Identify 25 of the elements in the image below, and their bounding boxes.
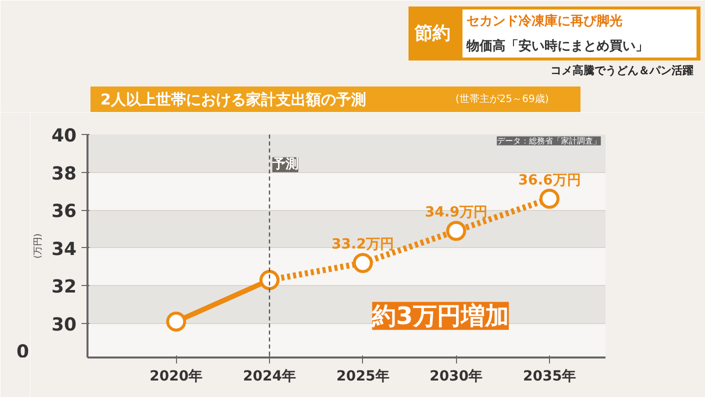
chart-title: 2人以上世帯における家計支出額の予測: [100, 90, 366, 108]
y-axis-title: (万円): [33, 233, 44, 259]
y-tick-label: 30: [51, 314, 77, 336]
x-tick-label: 2025年: [336, 368, 390, 384]
text: 物価高「安い時にまとめ買い」: [466, 38, 648, 54]
annotation: データ：総務省「家計調査」: [496, 136, 601, 146]
y-tick-label: 38: [51, 163, 77, 184]
text: 節約: [414, 23, 450, 44]
chart-subtitle: (世帯主が25～69歳): [456, 93, 549, 105]
annotation: 約3万円増加: [371, 302, 509, 330]
data-label: 33.2万円: [332, 236, 394, 253]
text: コメ高騰でうどん＆パン活躍: [550, 64, 694, 77]
data-label: 34.9万円: [424, 204, 488, 220]
x-tick-label: 2030年: [430, 368, 483, 384]
x-tick-label: 2024年: [243, 368, 296, 384]
data-label: 36.6万円: [518, 172, 581, 188]
x-tick-label: 2035年: [523, 368, 576, 384]
y-tick-label: 40: [51, 126, 77, 146]
text: 0: [16, 342, 30, 362]
y-tick-label: 36: [51, 201, 77, 222]
text: セカンド冷凍庫に再び脚光: [466, 13, 622, 29]
x-tick-label: 2020年: [150, 368, 203, 384]
y-tick-label: 34: [51, 238, 77, 260]
y-tick-label: 32: [51, 276, 77, 298]
ref-line-label: 予測: [271, 157, 298, 172]
